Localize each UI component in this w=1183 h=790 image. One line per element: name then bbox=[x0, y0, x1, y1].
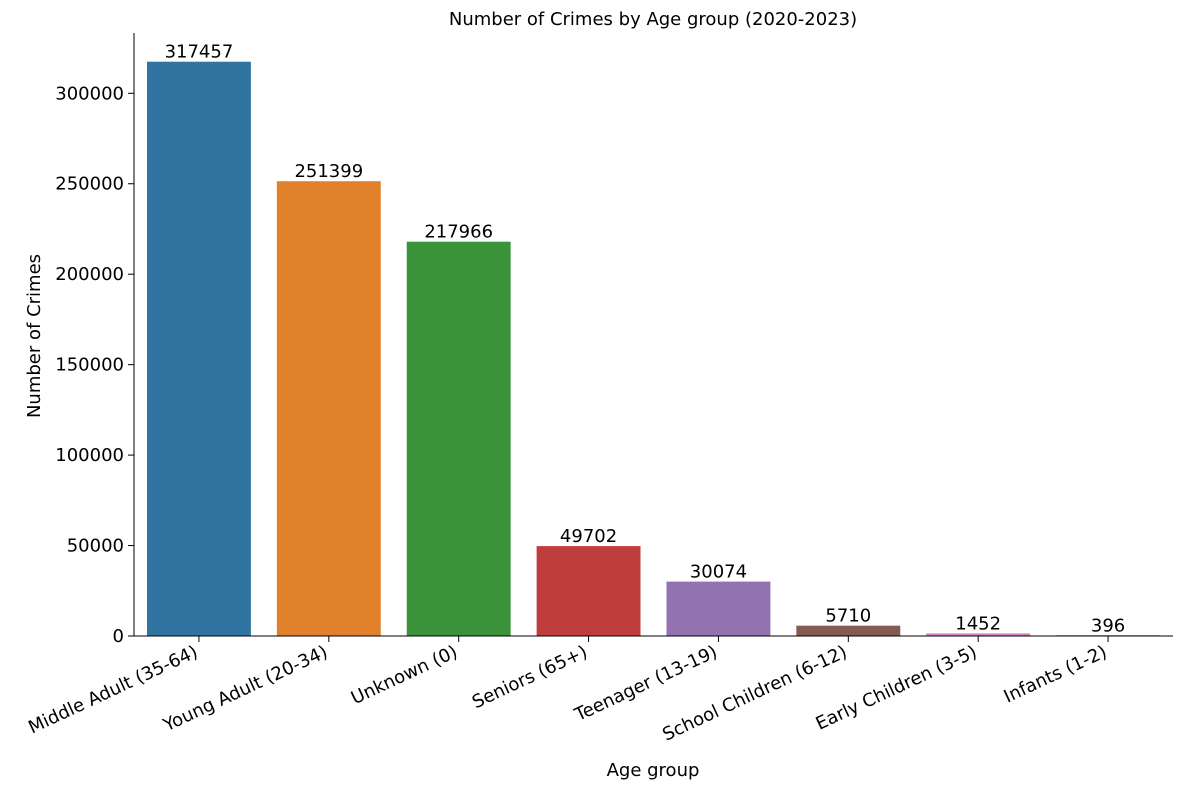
bar bbox=[796, 625, 901, 636]
data-label: 396 bbox=[1091, 615, 1125, 636]
y-tick-label: 150000 bbox=[55, 355, 124, 376]
data-label: 1452 bbox=[955, 613, 1001, 634]
y-tick-label: 200000 bbox=[55, 264, 124, 285]
data-label: 251399 bbox=[294, 161, 363, 182]
y-tick-label: 250000 bbox=[55, 174, 124, 195]
data-label: 5710 bbox=[825, 606, 871, 627]
y-tick-label: 300000 bbox=[55, 83, 124, 104]
chart-title: Number of Crimes by Age group (2020-2023… bbox=[449, 9, 857, 30]
data-label: 49702 bbox=[560, 526, 617, 547]
bar bbox=[146, 61, 251, 637]
bar bbox=[276, 181, 381, 636]
y-axis: 0 50000 100000 150000 200000 250000 300000 bbox=[55, 33, 135, 647]
bars-layer bbox=[146, 61, 1161, 637]
x-tick-label: Infants (1-2) bbox=[1001, 641, 1111, 707]
x-axis: Middle Adult (35-64)Young Adult (20-34) U… bbox=[25, 635, 1173, 745]
bar bbox=[406, 241, 511, 636]
y-tick-label: 0 bbox=[113, 626, 124, 647]
x-axis-label: Age group bbox=[607, 760, 700, 781]
data-label: 217966 bbox=[424, 222, 493, 243]
bar bbox=[926, 633, 1031, 636]
bar bbox=[536, 546, 641, 636]
y-tick-label: 50000 bbox=[67, 536, 124, 557]
data-label: 30074 bbox=[690, 562, 747, 583]
y-axis-label: Number of Crimes bbox=[24, 254, 45, 418]
x-tick-label: Unknown (0) bbox=[348, 641, 461, 709]
y-tick-label: 100000 bbox=[55, 445, 124, 466]
data-labels-layer: 317457 251399 217966 49702 30074 5710 1452 396 bbox=[165, 42, 1126, 637]
data-label: 317457 bbox=[165, 42, 234, 63]
x-tick-label: Seniors (65+) bbox=[469, 641, 591, 713]
bar bbox=[666, 581, 771, 636]
